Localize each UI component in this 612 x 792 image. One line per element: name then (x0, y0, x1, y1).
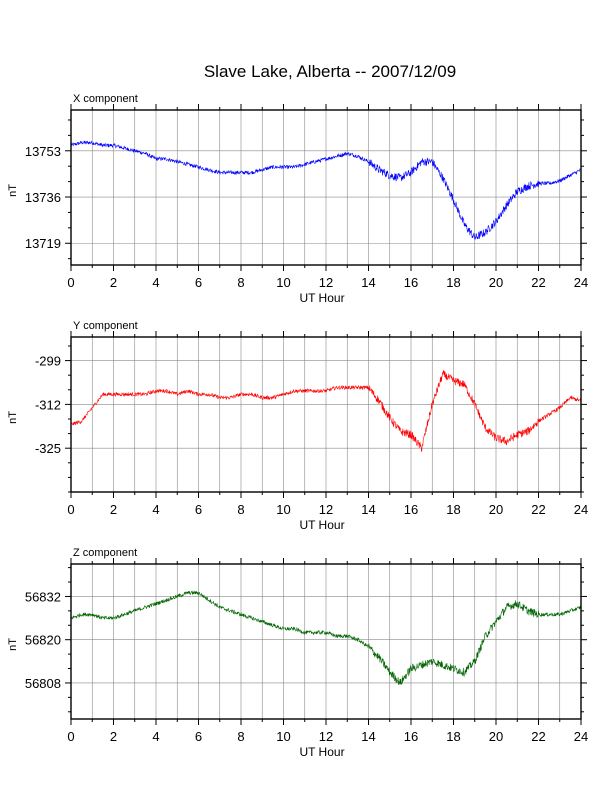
x-tick-label: 18 (446, 275, 460, 290)
data-series-line (70, 590, 582, 686)
x-tick-label: 4 (152, 275, 159, 290)
y-axis-label: nT (7, 638, 19, 651)
x-tick-label: 6 (195, 729, 202, 744)
x-tick-label: 8 (237, 729, 244, 744)
x-tick-label: 0 (67, 729, 74, 744)
x-tick-label: 10 (276, 275, 290, 290)
x-tick-label: 2 (110, 275, 117, 290)
x-tick-label: 14 (361, 275, 375, 290)
panel-title: Y component (73, 320, 138, 332)
x-tick-label: 6 (195, 502, 202, 517)
x-tick-label: 20 (489, 729, 503, 744)
x-tick-label: 8 (237, 502, 244, 517)
y-tick-label: 56808 (25, 676, 61, 691)
x-tick-label: 6 (195, 275, 202, 290)
x-tick-label: 12 (319, 729, 333, 744)
y-tick-label: 13736 (25, 190, 61, 205)
x-tick-label: 0 (67, 502, 74, 517)
x-tick-label: 18 (446, 729, 460, 744)
y-tick-label: -299 (35, 354, 61, 369)
x-tick-label: 0 (67, 275, 74, 290)
x-tick-label: 10 (276, 502, 290, 517)
panel-title: Z component (73, 547, 137, 559)
x-tick-label: 24 (574, 502, 588, 517)
x-tick-label: 2 (110, 502, 117, 517)
x-axis-label: UT Hour (299, 291, 344, 305)
x-tick-label: 16 (404, 502, 418, 517)
x-tick-label: 22 (531, 729, 545, 744)
y-tick-label: 13719 (25, 236, 61, 251)
x-tick-label: 16 (404, 729, 418, 744)
panel-title: X component (73, 93, 138, 105)
y-tick-label: 13753 (25, 144, 61, 159)
x-tick-label: 4 (152, 502, 159, 517)
x-axis-label: UT Hour (299, 745, 344, 759)
x-tick-label: 8 (237, 275, 244, 290)
x-tick-label: 22 (531, 502, 545, 517)
x-tick-label: 2 (110, 729, 117, 744)
y-tick-label: -312 (35, 397, 61, 412)
x-tick-label: 20 (489, 275, 503, 290)
x-tick-label: 4 (152, 729, 159, 744)
x-tick-label: 12 (319, 502, 333, 517)
y-tick-label: 56832 (25, 589, 61, 604)
x-tick-label: 22 (531, 275, 545, 290)
x-axis-label: UT Hour (299, 518, 344, 532)
x-tick-label: 16 (404, 275, 418, 290)
x-tick-label: 14 (361, 502, 375, 517)
data-series-line (70, 140, 582, 241)
y-axis-label: nT (7, 411, 19, 424)
y-tick-label: -325 (35, 441, 61, 456)
x-tick-label: 24 (574, 729, 588, 744)
x-tick-label: 20 (489, 502, 503, 517)
x-tick-label: 14 (361, 729, 375, 744)
x-tick-label: 24 (574, 275, 588, 290)
x-tick-label: 12 (319, 275, 333, 290)
y-axis-label: nT (7, 184, 19, 197)
y-tick-label: 56820 (25, 633, 61, 648)
x-tick-label: 18 (446, 502, 460, 517)
figure-title: Slave Lake, Alberta -- 2007/12/09 (204, 62, 456, 81)
x-tick-label: 10 (276, 729, 290, 744)
data-series-line (70, 370, 582, 453)
